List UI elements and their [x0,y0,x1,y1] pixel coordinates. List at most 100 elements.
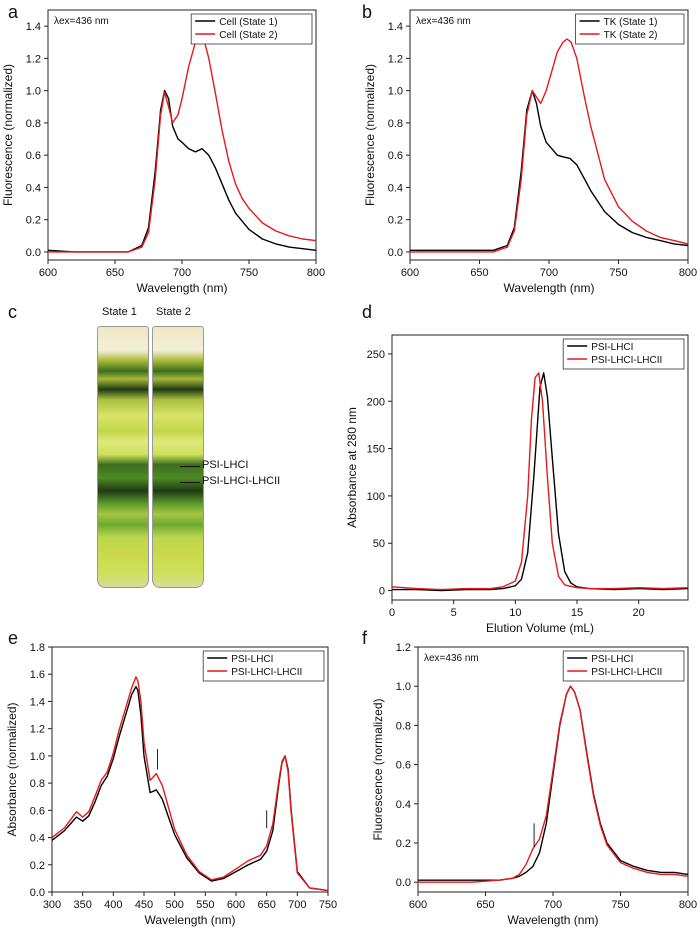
y-tick-label: 1.0 [388,86,403,98]
y-tick-label: 0.6 [396,760,411,772]
y-axis-label: Absorbance at 280 nm [345,407,359,528]
y-tick-label: 0.4 [396,799,411,811]
tube-label-state2: State 2 [156,306,191,318]
legend-box [562,650,685,682]
x-tick-label: 700 [173,267,191,279]
plot-frame [51,646,329,893]
x-tick-label: 650 [106,267,124,279]
x-tick-label: 650 [257,899,275,911]
chart-a: 600 650 700 750 800 0.0 0.2 0.4 0.6 0.8 1.0 1.2 1.4 W… [1,9,325,295]
x-tick-label: 750 [609,267,627,279]
y-tick-label: 0.8 [26,118,41,130]
y-tick-label: 1.6 [30,669,45,681]
y-tick-label: 0.2 [30,860,45,872]
x-tick-label: 750 [611,899,629,911]
plot-frame [409,9,689,261]
plot-frame [47,9,317,261]
legend-label: TK (State 1) [604,17,658,28]
y-tick-label: 1.4 [388,21,403,33]
legend-label: PSI-LHCI-LHCII [231,667,302,678]
legend-label: TK (State 2) [604,30,658,41]
y-tick-label: 1.0 [396,681,411,693]
band-pointer-psi-lhci [180,466,200,467]
y-tick-label: 100 [367,491,385,503]
gel-tube-state2 [152,326,204,588]
chart-b: 600 650 700 750 800 0.0 0.2 0.4 0.6 0.8 1.0 1.2 1.4 W… [363,9,697,295]
y-tick-label: 0.6 [26,150,41,162]
x-tick-label: 550 [196,899,214,911]
x-tick-label: 650 [470,267,488,279]
legend-label: PSI-LHCI [231,654,273,665]
panel-label-f: f [362,628,368,648]
series-line-1 [410,38,689,253]
y-tick-label: 0 [379,586,385,598]
legend-label: PSI-LHCI [591,654,633,665]
legend-label: PSI-LHCI-LHCII [591,667,662,678]
y-axis-label: Fluorescence (normalized) [371,698,385,840]
y-tick-label: 0.0 [388,247,403,259]
excitation-annotation: λex=436 nm [424,653,479,664]
y-tick-label: 0.6 [388,150,403,162]
series-line-1 [418,685,689,883]
legend-label: PSI-LHCI-LHCII [591,355,662,366]
y-tick-label: 0.6 [30,805,45,817]
y-tick-label: 0.0 [396,877,411,889]
y-tick-label: 50 [373,538,385,550]
y-tick-label: 1.2 [396,642,411,654]
x-tick-label: 5 [451,607,457,619]
x-tick-label: 350 [73,899,91,911]
legend-label: Cell (State 1) [219,17,277,28]
series-line-1 [51,676,329,892]
y-tick-label: 1.2 [388,53,403,65]
x-tick-label: 800 [679,899,697,911]
y-tick-label: 1.0 [26,86,41,98]
panel-label-c: c [8,302,17,322]
x-axis-label: Wavelength (nm) [145,913,236,927]
series-line-0 [47,89,317,253]
x-tick-label: 20 [633,607,645,619]
series-line-1 [391,372,689,591]
y-tick-label: 0.4 [388,182,403,194]
x-axis-label: Wavelength (nm) [137,281,228,295]
y-tick-label: 1.8 [30,642,45,654]
band-label-psi-lhci-lhcii: PSI-LHCI-LHCII [202,475,281,487]
series-line-0 [392,372,689,592]
x-tick-label: 450 [135,899,153,911]
y-tick-label: 0.4 [26,182,41,194]
x-tick-label: 700 [540,267,558,279]
panel-label-a: a [8,2,19,22]
y-tick-label: 0.2 [26,215,41,227]
x-tick-label: 400 [104,899,122,911]
x-tick-label: 300 [43,899,61,911]
legend-label: PSI-LHCI [591,342,633,353]
series-line-0 [410,89,689,251]
x-tick-label: 750 [240,267,258,279]
y-axis-label: Fluorescence (normalized) [1,64,15,206]
panel-label-e: e [8,628,19,648]
y-tick-label: 0.0 [26,247,41,259]
x-tick-label: 500 [165,899,183,911]
x-axis-label: Elution Volume (mL) [486,621,594,635]
y-tick-label: 1.2 [26,53,41,65]
x-tick-label: 10 [509,607,521,619]
legend-box [190,13,313,45]
plot-frame [391,334,689,601]
legend-label: Cell (State 2) [219,30,277,41]
y-tick-label: 250 [367,349,385,361]
y-tick-label: 1.0 [30,751,45,763]
x-tick-label: 700 [544,899,562,911]
x-tick-label: 600 [401,267,419,279]
excitation-annotation: λex=436 nm [416,16,471,27]
panel-label-d: d [362,302,373,322]
band-label-psi-lhci: PSI-LHCI [202,459,249,471]
x-tick-label: 600 [227,899,245,911]
x-axis-label: Wavelength (nm) [504,281,595,295]
band-pointer-psi-lhci-lhcii [180,482,200,483]
x-axis-label: Wavelength (nm) [508,913,599,927]
series-line-0 [418,685,689,881]
y-tick-label: 200 [367,396,385,408]
y-tick-label: 1.4 [30,696,45,708]
y-tick-label: 0.0 [30,887,45,899]
